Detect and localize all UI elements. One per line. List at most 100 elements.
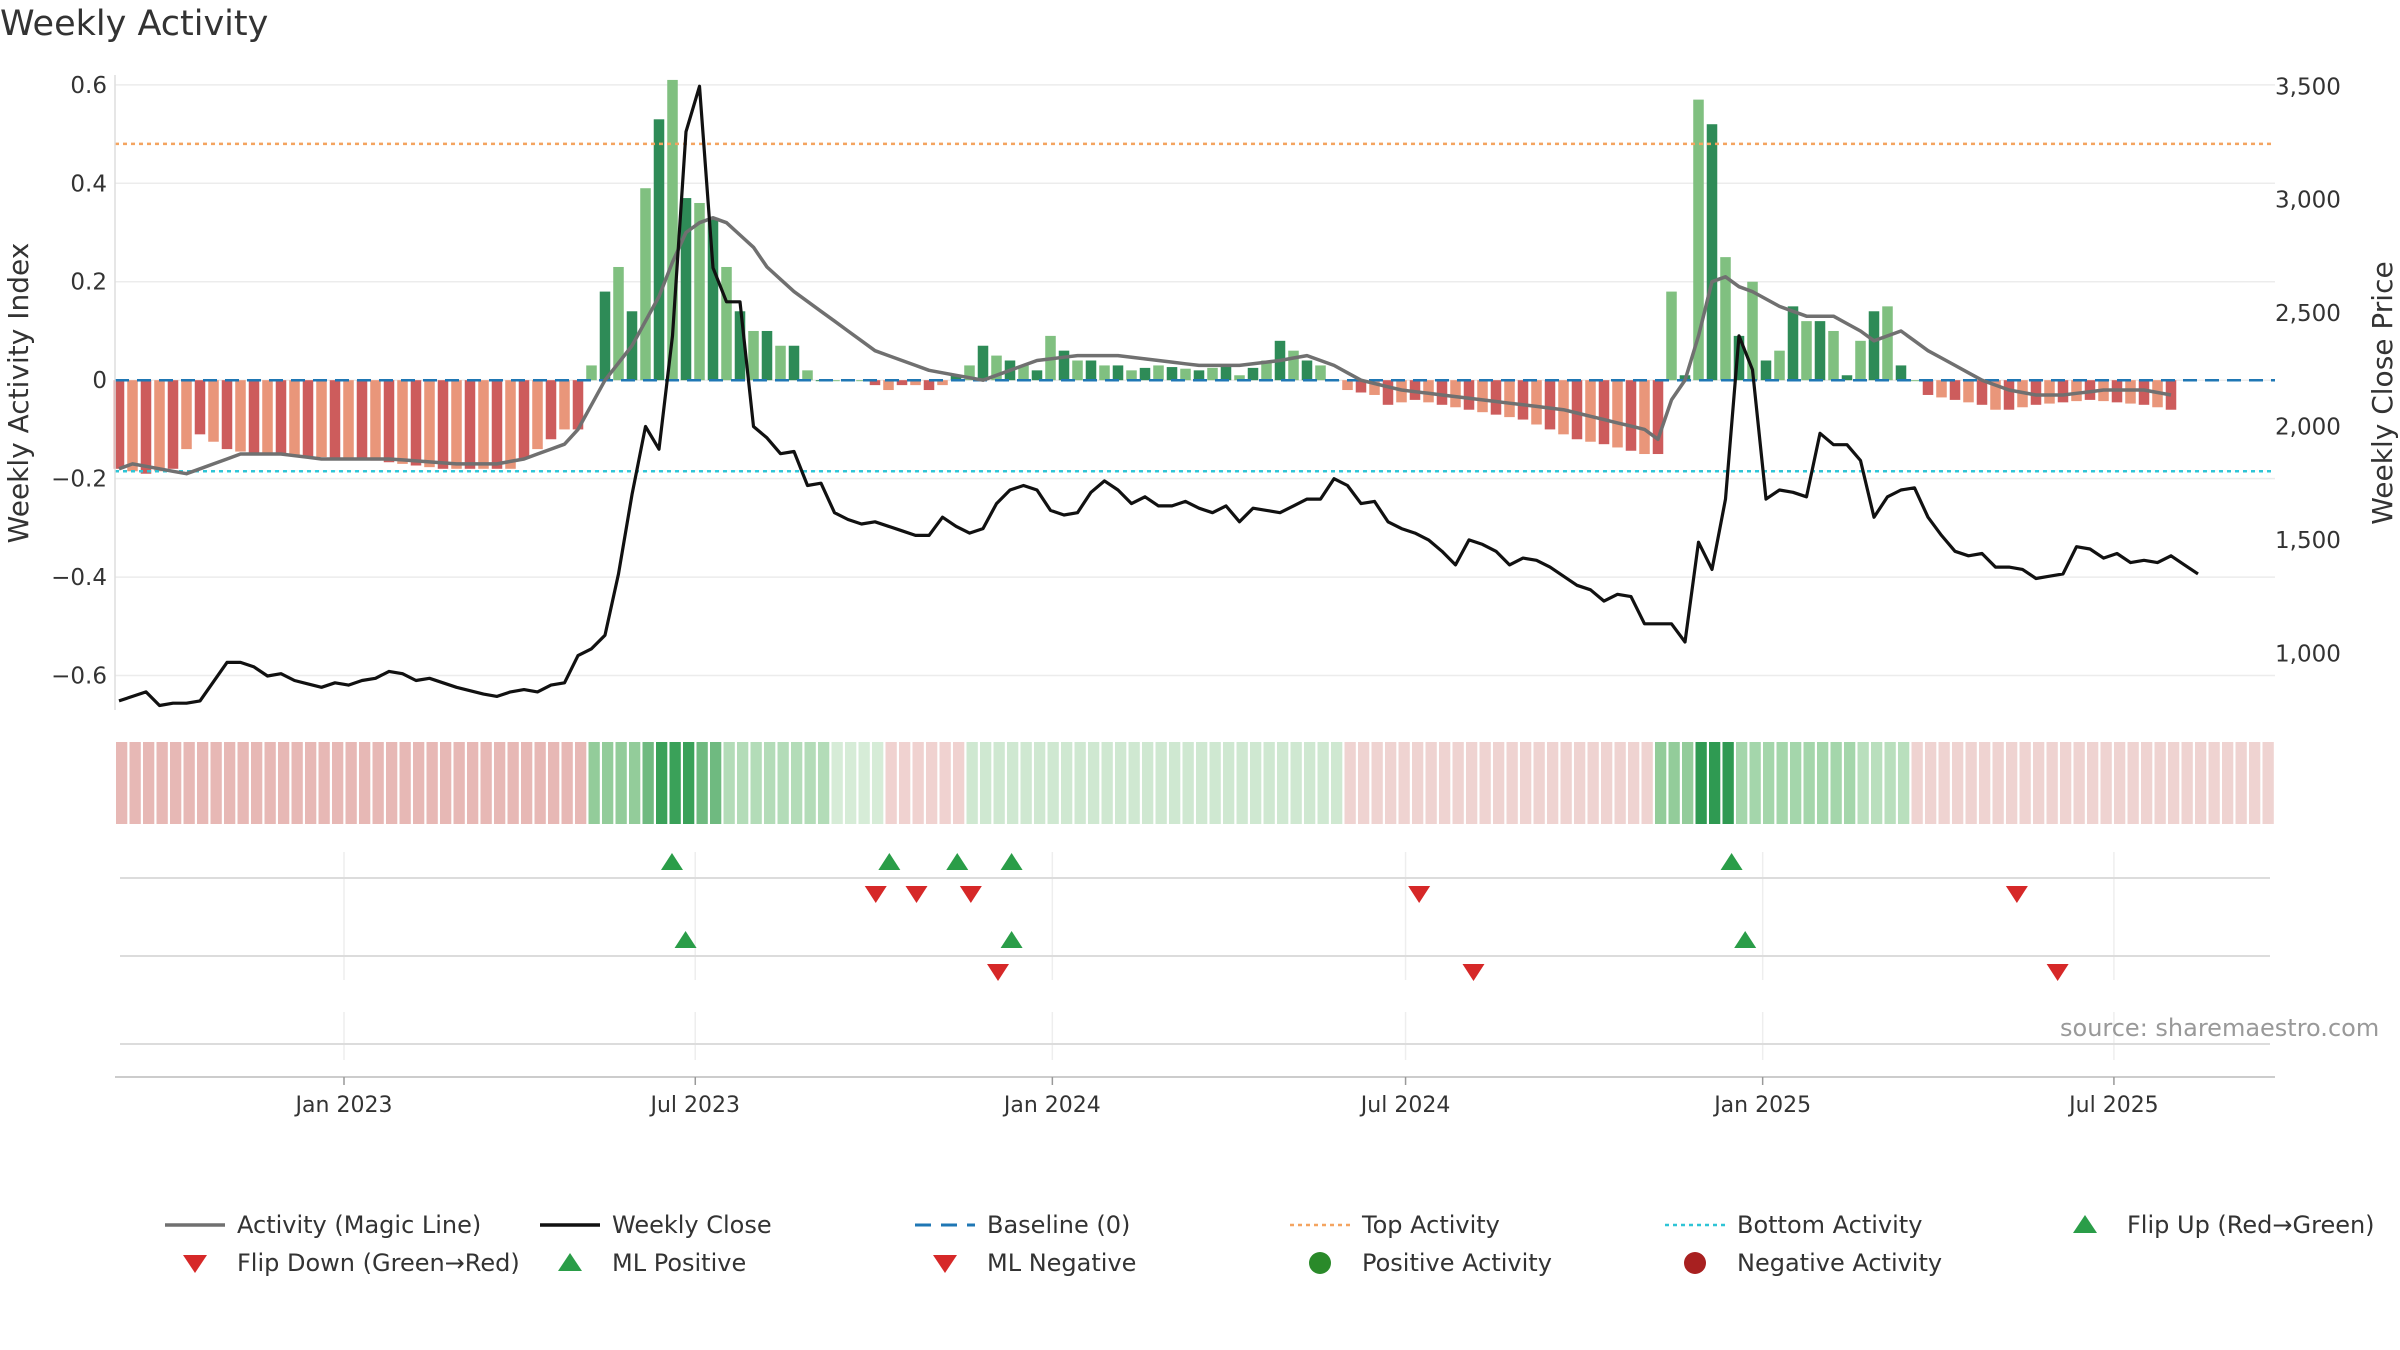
activity-bar [748, 330, 759, 381]
activity-bar [856, 380, 867, 382]
heat-cell [1979, 742, 1991, 824]
heat-cell [561, 742, 573, 824]
heat-cell [723, 742, 735, 824]
heat-cell [1574, 742, 1586, 824]
activity-bar [2071, 380, 2082, 402]
heat-cell [1398, 742, 1410, 824]
heat-cell [1115, 742, 1127, 824]
heat-cell [507, 742, 519, 824]
legend-swatch [1684, 1252, 1706, 1274]
heat-cell [399, 742, 411, 824]
activity-bar [1558, 380, 1569, 435]
activity-bar [1747, 281, 1758, 381]
heat-cell [683, 742, 695, 824]
legend-item: Baseline (0) [915, 1211, 1130, 1239]
heat-cell [1857, 742, 1869, 824]
heat-cell [2127, 742, 2139, 824]
legend: Activity (Magic Line) Weekly Close Baselin… [165, 1211, 2375, 1277]
activity-bar [869, 380, 881, 386]
activity-bar [667, 79, 678, 381]
activity-bar [1369, 380, 1380, 395]
heat-cell [1614, 742, 1626, 824]
activity-bar [721, 266, 732, 381]
left-tick-label: −0.2 [51, 467, 107, 493]
activity-bar [262, 380, 273, 455]
heat-cell [1898, 742, 1910, 824]
heat-cell [885, 742, 897, 824]
x-tick-label: Jul 2023 [649, 1093, 741, 1118]
x-tick-label: Jul 2025 [2067, 1093, 2159, 1118]
heat-cell [588, 742, 600, 824]
axes: 0.6 0.4 0.2 0 −0.2 −0.4 −0.6 3,500 3,000 2,500 2,0… [2, 73, 2399, 710]
heat-cell [467, 742, 479, 824]
activity-bar [1085, 360, 1097, 381]
activity-bar [1031, 370, 1043, 381]
activity-bar [343, 380, 354, 459]
heat-cell [2154, 742, 2166, 824]
activity-bar [194, 380, 206, 435]
heat-cell [737, 742, 749, 824]
activity-bar [1139, 367, 1151, 381]
activity-bar [964, 365, 975, 381]
heat-cell [1128, 742, 1140, 824]
activity-bar [1436, 380, 1448, 405]
activity-bar [1625, 380, 1637, 451]
heat-cell [251, 742, 263, 824]
chart-title: Weekly Activity [0, 4, 269, 44]
activity-bar [2044, 380, 2055, 404]
heat-cell [1506, 742, 1518, 824]
heat-cell [386, 742, 398, 824]
heat-cell [1479, 742, 1491, 824]
heat-cell [2235, 742, 2247, 824]
activity-bar [613, 266, 624, 381]
activity-bar [113, 380, 125, 469]
heat-cell [845, 742, 857, 824]
activity-bar [208, 380, 219, 442]
ml-negative-marker [987, 964, 1010, 981]
right-tick-label: 3,000 [2275, 188, 2341, 214]
activity-bar [802, 370, 813, 381]
left-tick-label: 0.6 [70, 73, 107, 99]
activity-bar [1315, 365, 1326, 381]
activity-bars [113, 79, 2177, 474]
activity-bar [1153, 365, 1164, 381]
activity-bar [451, 380, 462, 469]
legend-item: ML Positive [558, 1249, 746, 1277]
activity-bar [1693, 99, 1704, 381]
heat-cell [1776, 742, 1788, 824]
heat-cell [210, 742, 222, 824]
activity-bar [1355, 380, 1367, 393]
flip-down-marker [864, 886, 887, 903]
activity-bar [1261, 360, 1272, 381]
heat-cell [264, 742, 276, 824]
heat-cell [413, 742, 425, 824]
activity-bar [1180, 368, 1191, 381]
heat-cell [440, 742, 452, 824]
right-tick-label: 2,500 [2275, 301, 2341, 327]
heat-cell [1196, 742, 1208, 824]
heat-cell [1250, 742, 1262, 824]
heat-cell [156, 742, 168, 824]
activity-bar [1504, 380, 1515, 418]
heat-cell [872, 742, 884, 824]
heat-cell [1371, 742, 1383, 824]
heat-cell [1074, 742, 1086, 824]
activity-bar [1855, 340, 1866, 381]
heat-cell [1277, 742, 1289, 824]
heat-cell [1587, 742, 1599, 824]
heat-cell [750, 742, 762, 824]
series-lines [118, 84, 2199, 708]
heat-cell [2033, 742, 2045, 824]
heat-cell [1533, 742, 1545, 824]
heat-cell [1209, 742, 1221, 824]
activity-bar [761, 330, 773, 381]
heat-cell [2222, 742, 2234, 824]
heat-cell [1668, 742, 1680, 824]
heat-cell [1412, 742, 1424, 824]
activity-bar [1976, 380, 1988, 405]
activity-bar [1477, 380, 1488, 413]
heat-cell [143, 742, 155, 824]
activity-bar [2057, 380, 2069, 403]
activity-bar [1234, 375, 1245, 381]
left-tick-label: 0.4 [70, 171, 107, 197]
